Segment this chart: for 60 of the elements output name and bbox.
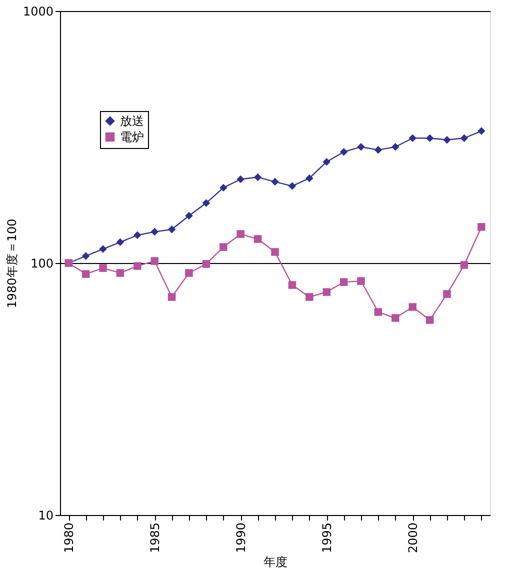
point bbox=[460, 134, 468, 142]
point bbox=[478, 223, 486, 231]
point bbox=[168, 225, 176, 234]
y-tick-label: 1000 bbox=[22, 4, 54, 18]
point bbox=[271, 178, 279, 186]
point bbox=[408, 134, 416, 142]
point bbox=[288, 281, 296, 289]
point bbox=[322, 288, 330, 296]
x-tick-label: 1990 bbox=[234, 522, 248, 554]
point bbox=[99, 245, 107, 253]
y-axis-title: 1980年度＝100 bbox=[4, 218, 19, 308]
point bbox=[185, 212, 193, 220]
y-tick-label: 100 bbox=[30, 256, 54, 270]
point bbox=[408, 303, 416, 311]
point bbox=[150, 257, 158, 265]
point bbox=[82, 252, 90, 260]
point bbox=[254, 235, 262, 243]
point bbox=[134, 231, 142, 240]
point bbox=[374, 146, 382, 154]
point bbox=[99, 264, 107, 272]
point bbox=[82, 270, 90, 278]
x-axis-title: 年度 bbox=[264, 555, 288, 570]
point bbox=[134, 262, 142, 270]
point bbox=[288, 182, 296, 190]
point bbox=[236, 175, 244, 184]
point bbox=[374, 308, 382, 316]
point bbox=[116, 238, 124, 246]
point bbox=[392, 142, 400, 151]
point bbox=[168, 293, 176, 301]
point bbox=[460, 261, 468, 269]
point bbox=[392, 314, 400, 322]
x-tick-label: 2000 bbox=[406, 522, 420, 554]
point bbox=[202, 260, 210, 268]
x-tick-label: 1995 bbox=[320, 522, 334, 554]
point bbox=[340, 278, 348, 286]
x-tick-label: 1985 bbox=[148, 522, 162, 554]
point bbox=[185, 269, 193, 277]
point bbox=[322, 158, 330, 166]
point bbox=[306, 174, 314, 182]
point bbox=[116, 269, 124, 277]
point bbox=[357, 142, 365, 151]
point bbox=[236, 230, 244, 238]
point bbox=[271, 248, 279, 256]
point bbox=[220, 184, 228, 192]
legend-label: 放送 bbox=[120, 114, 144, 128]
point bbox=[306, 293, 314, 301]
point bbox=[478, 127, 486, 135]
point bbox=[443, 136, 451, 144]
point bbox=[443, 290, 451, 298]
point bbox=[426, 134, 434, 142]
point bbox=[202, 199, 210, 207]
y-tick-label: 10 bbox=[38, 508, 54, 522]
point bbox=[254, 173, 262, 182]
point bbox=[150, 228, 158, 236]
point bbox=[357, 277, 365, 285]
point bbox=[220, 243, 228, 251]
legend-label: 電炉 bbox=[120, 130, 144, 144]
point bbox=[340, 148, 348, 156]
point bbox=[426, 316, 434, 324]
x-tick-label: 1980 bbox=[62, 522, 76, 554]
